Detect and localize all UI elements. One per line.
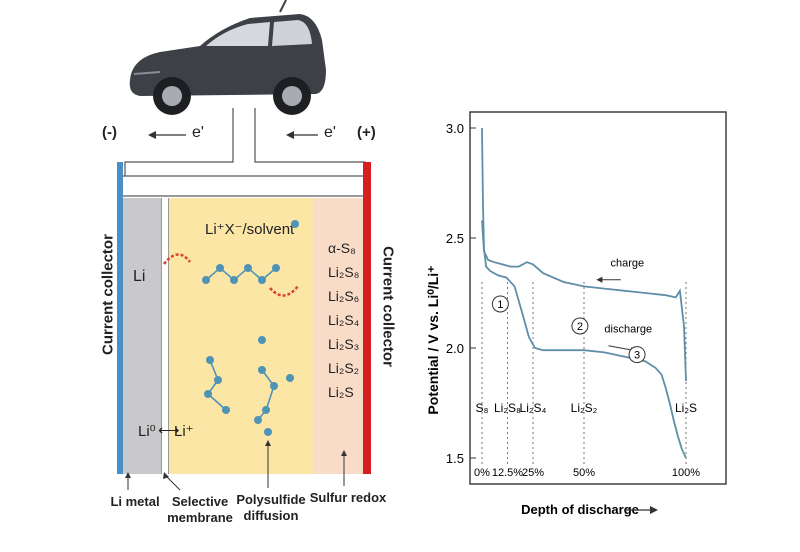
- membrane-label: Selective membrane: [167, 494, 233, 525]
- discharge-arrow-icon: [608, 345, 634, 351]
- species-item: Li₂S₂: [328, 360, 360, 376]
- y-tick-label: 3.0: [446, 121, 464, 136]
- y-tick-label: 2.0: [446, 341, 464, 356]
- charge-arrowhead-icon: [596, 276, 603, 283]
- left-collector-label: Current collector: [99, 234, 117, 355]
- electron-right-label: e': [324, 124, 336, 141]
- polysulfide-molecules: [163, 220, 299, 436]
- phase-label: Li₂S₂: [571, 401, 598, 415]
- x-tick-label: 25%: [522, 467, 544, 479]
- li-ion-species: Li⁺: [174, 423, 194, 440]
- positive-terminal-label: (+): [357, 124, 376, 141]
- electrolyte-label: Li⁺X⁻/solvent: [205, 221, 295, 238]
- region-label: 2: [577, 321, 583, 333]
- electric-car-image: [129, 0, 326, 115]
- phase-label: S₈: [476, 401, 489, 415]
- electron-left-label: e': [192, 124, 204, 141]
- arc-right-icon: [269, 285, 299, 297]
- lithium-anode: [123, 198, 161, 474]
- region-marker-3: [628, 346, 646, 364]
- y-tick-label: 2.5: [446, 231, 464, 246]
- species-item: Li₂S: [328, 384, 354, 400]
- phase-label: Li₂S: [675, 401, 697, 415]
- sulfur-redox-label: Sulfur redox: [309, 490, 387, 505]
- species-item: α-S₈: [328, 240, 356, 256]
- charge-annotation: charge: [611, 258, 645, 270]
- li-metal-species: Li⁰: [138, 423, 156, 440]
- species-item: Li₂S₃: [328, 336, 360, 352]
- discharge-chart: 3.02.52.01.5 0% 12.5%25% 50% 100%S₈ Li₂S₈Li₂…: [425, 111, 727, 517]
- series-line-discharge: [481, 127, 687, 459]
- negative-current-collector: [117, 162, 123, 474]
- sulfur-cathode: [313, 198, 363, 474]
- region-label: 3: [634, 350, 640, 362]
- region-marker-1: [491, 295, 509, 313]
- arc-left-icon: [163, 253, 191, 265]
- species-item: Li₂S₄: [328, 312, 360, 328]
- region-label: 1: [497, 299, 503, 311]
- species-item: Li₂S₈: [328, 264, 360, 280]
- y-axis-label: Potential / V vs. Li⁰/Li⁺: [425, 265, 441, 414]
- anode-label: Li: [133, 268, 146, 285]
- x-axis-arrow-icon: [624, 506, 658, 514]
- x-tick-label: 100%: [672, 467, 700, 479]
- species-item: Li₂S₆: [328, 288, 360, 304]
- label-pointers: [125, 440, 347, 491]
- x-axis-label: Depth of discharge: [521, 502, 639, 517]
- series-line-charge: [481, 220, 687, 382]
- negative-terminal-label: (-): [102, 124, 117, 141]
- selective-membrane: [161, 198, 169, 474]
- x-tick-label: 0%: [474, 467, 490, 479]
- region-marker-2: [571, 317, 589, 335]
- sulfur-species-list: α-S₈ Li₂S₈ Li₂S₆ Li₂S₄ Li₂S₃ Li₂S₂ Li₂S: [328, 236, 359, 404]
- x-tick-label: 50%: [573, 467, 595, 479]
- discharge-annotation: discharge: [604, 324, 652, 336]
- plot-frame: [469, 111, 727, 485]
- y-tick-label: 1.5: [446, 451, 464, 466]
- polysulfide-label: Polysulfide diffusion: [236, 492, 306, 523]
- exchange-arrow-icon: ⟷: [158, 422, 180, 439]
- phase-label: Li₂S₄: [520, 401, 547, 415]
- x-tick-label: 12.5%: [492, 467, 523, 479]
- electrolyte-region: [169, 198, 313, 474]
- phase-label: Li₂S₈: [494, 401, 521, 415]
- li-metal-label: Li metal: [110, 494, 160, 509]
- positive-current-collector: [363, 162, 371, 474]
- right-collector-label: Current collector: [379, 246, 397, 367]
